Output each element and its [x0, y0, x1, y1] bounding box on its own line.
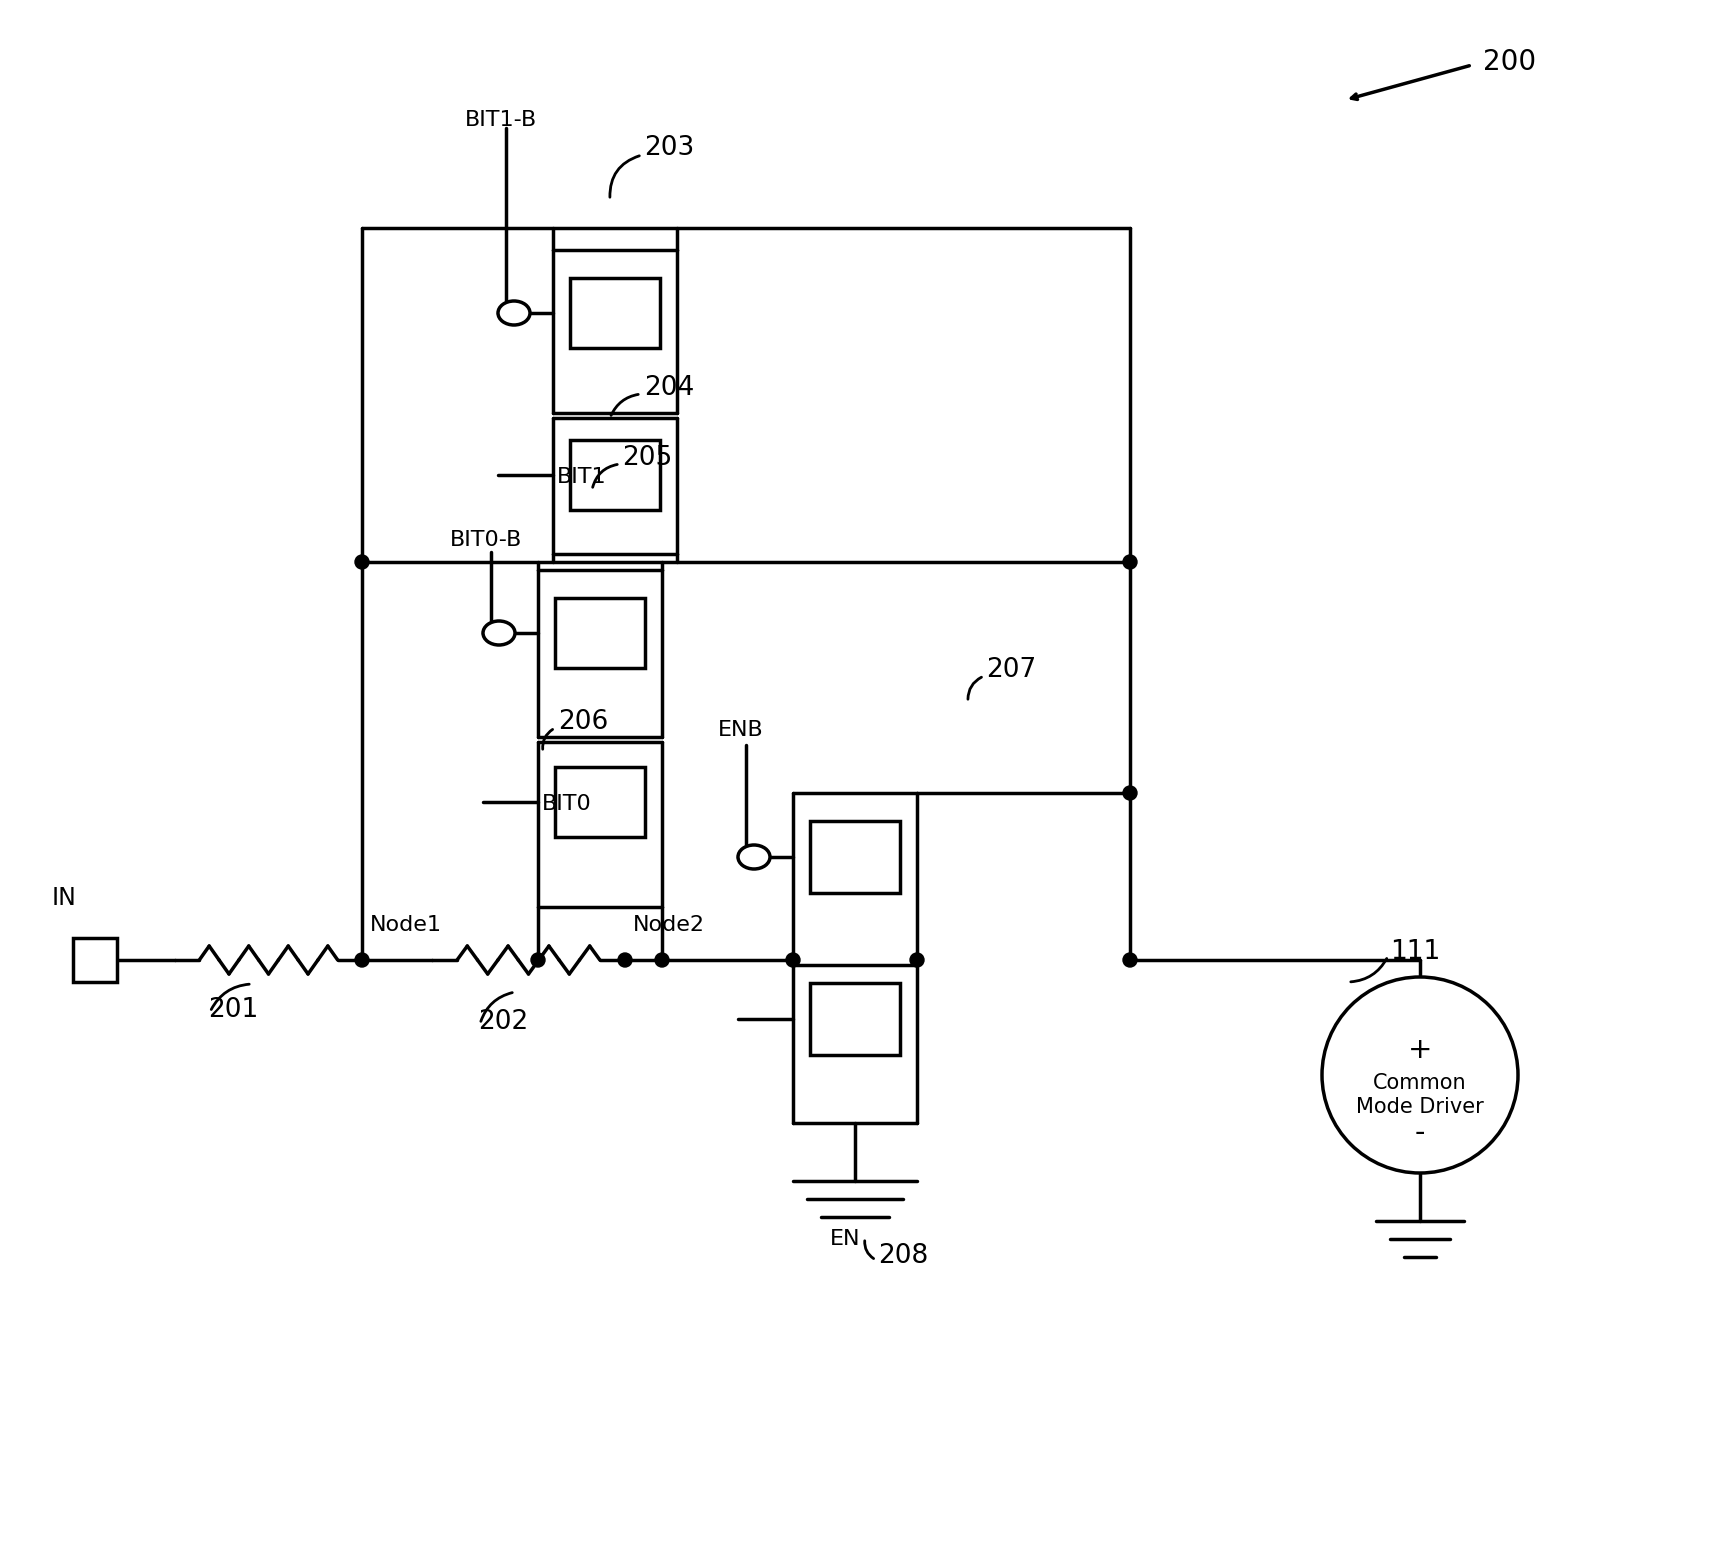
Text: 208: 208 [878, 1243, 928, 1268]
Circle shape [355, 952, 369, 967]
Text: 201: 201 [208, 996, 258, 1023]
Text: 206: 206 [558, 708, 608, 735]
Text: Node2: Node2 [634, 915, 704, 935]
Text: +: + [1409, 1035, 1433, 1064]
Circle shape [530, 952, 544, 967]
Text: 207: 207 [987, 657, 1037, 683]
Text: 203: 203 [644, 135, 694, 161]
Circle shape [785, 952, 801, 967]
Text: 205: 205 [622, 446, 672, 471]
Circle shape [618, 952, 632, 967]
Text: BIT0: BIT0 [542, 795, 592, 813]
Text: 200: 200 [1483, 48, 1536, 77]
Circle shape [1123, 952, 1137, 967]
Text: BIT0-B: BIT0-B [449, 530, 522, 551]
Text: ENB: ENB [718, 719, 765, 740]
Text: EN: EN [830, 1229, 861, 1250]
Bar [570, 278, 660, 349]
Bar [570, 439, 660, 510]
Text: -: - [1415, 1118, 1426, 1146]
Text: IN: IN [52, 885, 77, 910]
Circle shape [654, 952, 670, 967]
Text: 202: 202 [479, 1009, 529, 1035]
Ellipse shape [482, 621, 515, 644]
Circle shape [1123, 555, 1137, 569]
Ellipse shape [739, 845, 770, 870]
Bar [554, 597, 646, 668]
Text: Common: Common [1372, 1073, 1467, 1093]
Bar [809, 984, 901, 1056]
Circle shape [909, 952, 925, 967]
Circle shape [355, 555, 369, 569]
Text: BIT1-B: BIT1-B [465, 109, 537, 130]
Bar [809, 821, 901, 893]
Text: Node1: Node1 [370, 915, 443, 935]
Bar [554, 766, 646, 837]
Text: Mode Driver: Mode Driver [1357, 1096, 1484, 1117]
Text: BIT1: BIT1 [556, 468, 606, 486]
Ellipse shape [498, 300, 530, 325]
Text: 111: 111 [1390, 938, 1440, 965]
Circle shape [1322, 978, 1519, 1173]
Bar [72, 938, 117, 982]
Circle shape [1123, 787, 1137, 801]
Text: 204: 204 [644, 375, 694, 400]
